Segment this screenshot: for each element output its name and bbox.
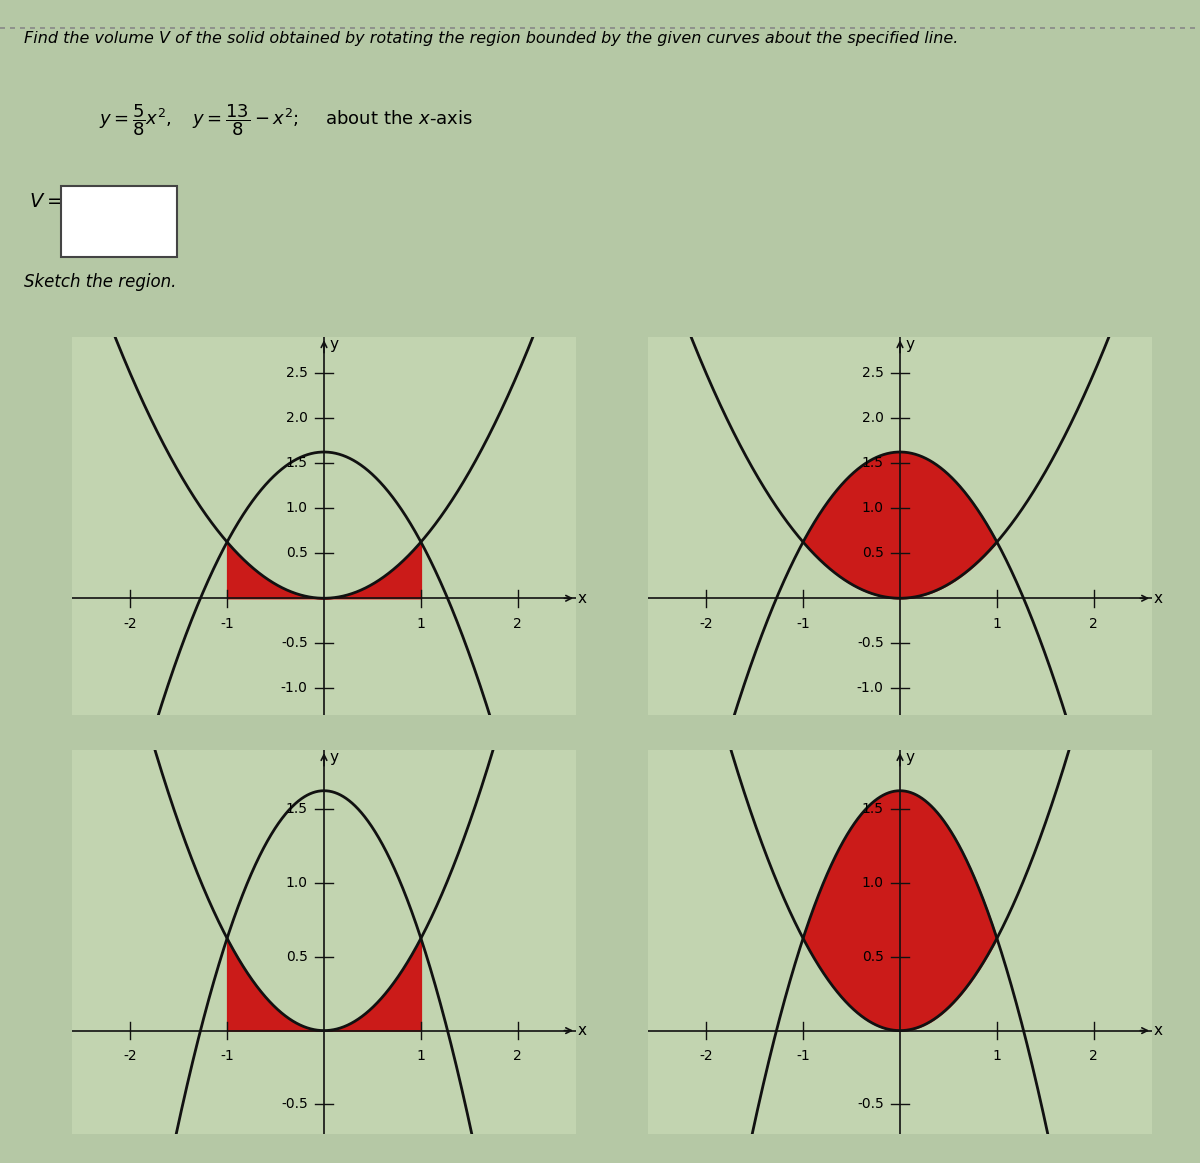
Text: -2: -2 xyxy=(124,616,137,630)
Text: -1: -1 xyxy=(221,1049,234,1063)
Text: 1: 1 xyxy=(992,1049,1001,1063)
Text: 1.5: 1.5 xyxy=(862,802,883,816)
Text: 1: 1 xyxy=(416,1049,425,1063)
Text: -1: -1 xyxy=(797,616,810,630)
Text: -0.5: -0.5 xyxy=(857,636,883,650)
Text: 0.5: 0.5 xyxy=(862,547,883,561)
Text: y: y xyxy=(906,750,914,765)
Text: 2: 2 xyxy=(1090,1049,1098,1063)
Text: -2: -2 xyxy=(700,1049,713,1063)
Text: -0.5: -0.5 xyxy=(857,1098,883,1112)
Text: -2: -2 xyxy=(700,616,713,630)
Text: x: x xyxy=(1154,591,1163,606)
Text: 2: 2 xyxy=(514,1049,522,1063)
Text: 1: 1 xyxy=(992,616,1001,630)
Text: x: x xyxy=(1154,1023,1163,1039)
Text: $y = \dfrac{5}{8}x^2,\quad y = \dfrac{13}{8} - x^2;\quad$ about the $x$-axis: $y = \dfrac{5}{8}x^2,\quad y = \dfrac{13… xyxy=(98,102,473,138)
Text: 1: 1 xyxy=(416,616,425,630)
Text: 1.5: 1.5 xyxy=(862,456,883,470)
Text: -1: -1 xyxy=(221,616,234,630)
Text: 0.5: 0.5 xyxy=(286,950,307,964)
Text: y: y xyxy=(330,750,338,765)
Text: -1.0: -1.0 xyxy=(281,682,307,695)
Text: 1.0: 1.0 xyxy=(862,501,883,515)
Text: 0.5: 0.5 xyxy=(286,547,307,561)
Text: 2: 2 xyxy=(514,616,522,630)
Text: -0.5: -0.5 xyxy=(281,636,307,650)
Text: 1.0: 1.0 xyxy=(286,876,307,890)
Text: 2.5: 2.5 xyxy=(862,366,883,380)
Text: x: x xyxy=(578,591,587,606)
Text: Find the volume V of the solid obtained by rotating the region bounded by the gi: Find the volume V of the solid obtained … xyxy=(24,31,959,47)
Text: x: x xyxy=(578,1023,587,1039)
Text: -1.0: -1.0 xyxy=(857,682,883,695)
Text: 1.5: 1.5 xyxy=(286,802,307,816)
Text: y: y xyxy=(330,337,338,352)
Text: $V =$: $V =$ xyxy=(29,192,62,211)
Text: -2: -2 xyxy=(124,1049,137,1063)
Text: 2.5: 2.5 xyxy=(286,366,307,380)
Text: 0.5: 0.5 xyxy=(862,950,883,964)
Text: 2: 2 xyxy=(1090,616,1098,630)
Text: 2.0: 2.0 xyxy=(286,412,307,426)
Text: 1.5: 1.5 xyxy=(286,456,307,470)
FancyBboxPatch shape xyxy=(61,186,178,257)
Text: Sketch the region.: Sketch the region. xyxy=(24,273,176,291)
Text: -0.5: -0.5 xyxy=(281,1098,307,1112)
Text: -1: -1 xyxy=(797,1049,810,1063)
Text: 1.0: 1.0 xyxy=(286,501,307,515)
Text: 1.0: 1.0 xyxy=(862,876,883,890)
Text: 2.0: 2.0 xyxy=(862,412,883,426)
Text: y: y xyxy=(906,337,914,352)
